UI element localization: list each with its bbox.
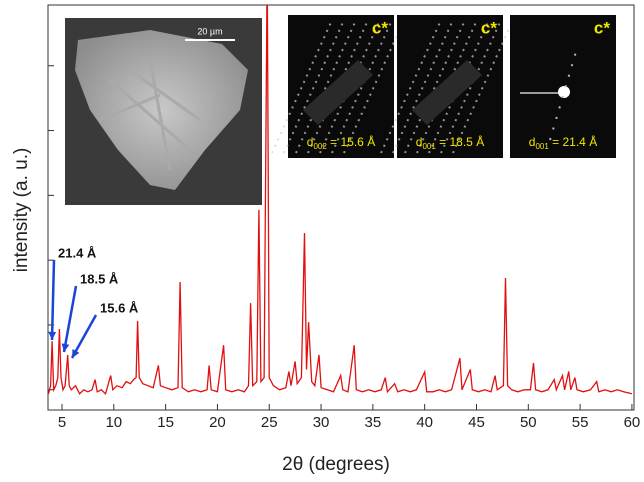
x-tick-label: 20 <box>209 414 226 431</box>
diffraction-panel: c* d002 = 15.6 Å <box>271 15 405 158</box>
c-star-label: c* <box>372 18 388 37</box>
d-spacing-label: d002 = 15.6 Å <box>307 134 375 151</box>
d-value: = 15.6 Å <box>327 134 375 149</box>
c-star-label: c* <box>594 18 610 37</box>
x-tick-label: 40 <box>416 414 433 431</box>
d-index: 001 <box>535 142 549 151</box>
arrow-head <box>61 343 70 352</box>
x-tick-label: 15 <box>157 414 174 431</box>
x-tick-label: 25 <box>261 414 278 431</box>
x-tick-label: 60 <box>624 414 641 431</box>
x-tick-label: 30 <box>313 414 330 431</box>
y-axis-label: intensity (a. u.) <box>11 148 32 273</box>
peak-annotation: 18.5 Å <box>80 271 119 286</box>
d-value: = 18.5 Å <box>436 134 484 149</box>
arrow-shaft <box>62 285 78 353</box>
d-symbol: d <box>529 135 536 149</box>
scale-bar-label: 20 µm <box>197 26 222 36</box>
x-tick-label: 55 <box>572 414 589 431</box>
d-symbol: d <box>416 135 423 149</box>
central-spot <box>558 86 570 98</box>
d-index: 002 <box>313 142 327 151</box>
x-tick-label: 35 <box>365 414 382 431</box>
d-value: = 21.4 Å <box>549 134 597 149</box>
arrow-head <box>48 331 57 340</box>
diffraction-panel: c* d001 = 18.5 Å <box>380 15 514 158</box>
x-tick-label: 10 <box>105 414 122 431</box>
d-spacing-label: d001 = 21.4 Å <box>529 134 597 151</box>
arrow-shaft <box>50 259 56 341</box>
d-spacing-label: d001 = 18.5 Å <box>416 134 484 151</box>
x-tick-label: 50 <box>520 414 537 431</box>
c-star-label: c* <box>481 18 497 37</box>
sem-inset: 20 µm <box>65 18 262 205</box>
plot-frame <box>47 4 635 411</box>
peak-annotation: 15.6 Å <box>100 300 139 315</box>
d-index: 001 <box>422 142 436 151</box>
arrow-head <box>72 349 80 358</box>
arrow-shaft <box>70 314 98 359</box>
beam-stop <box>412 60 482 125</box>
x-tick-label: 5 <box>58 414 66 431</box>
x-axis-label: 2θ (degrees) <box>282 454 390 475</box>
peak-annotation: 21.4 Å <box>58 245 97 260</box>
d-symbol: d <box>307 135 314 149</box>
x-tick-label: 45 <box>468 414 485 431</box>
data-line <box>48 5 633 396</box>
beam-stop <box>303 60 373 125</box>
diffraction-panel: c* d001 = 21.4 Å <box>510 15 616 158</box>
